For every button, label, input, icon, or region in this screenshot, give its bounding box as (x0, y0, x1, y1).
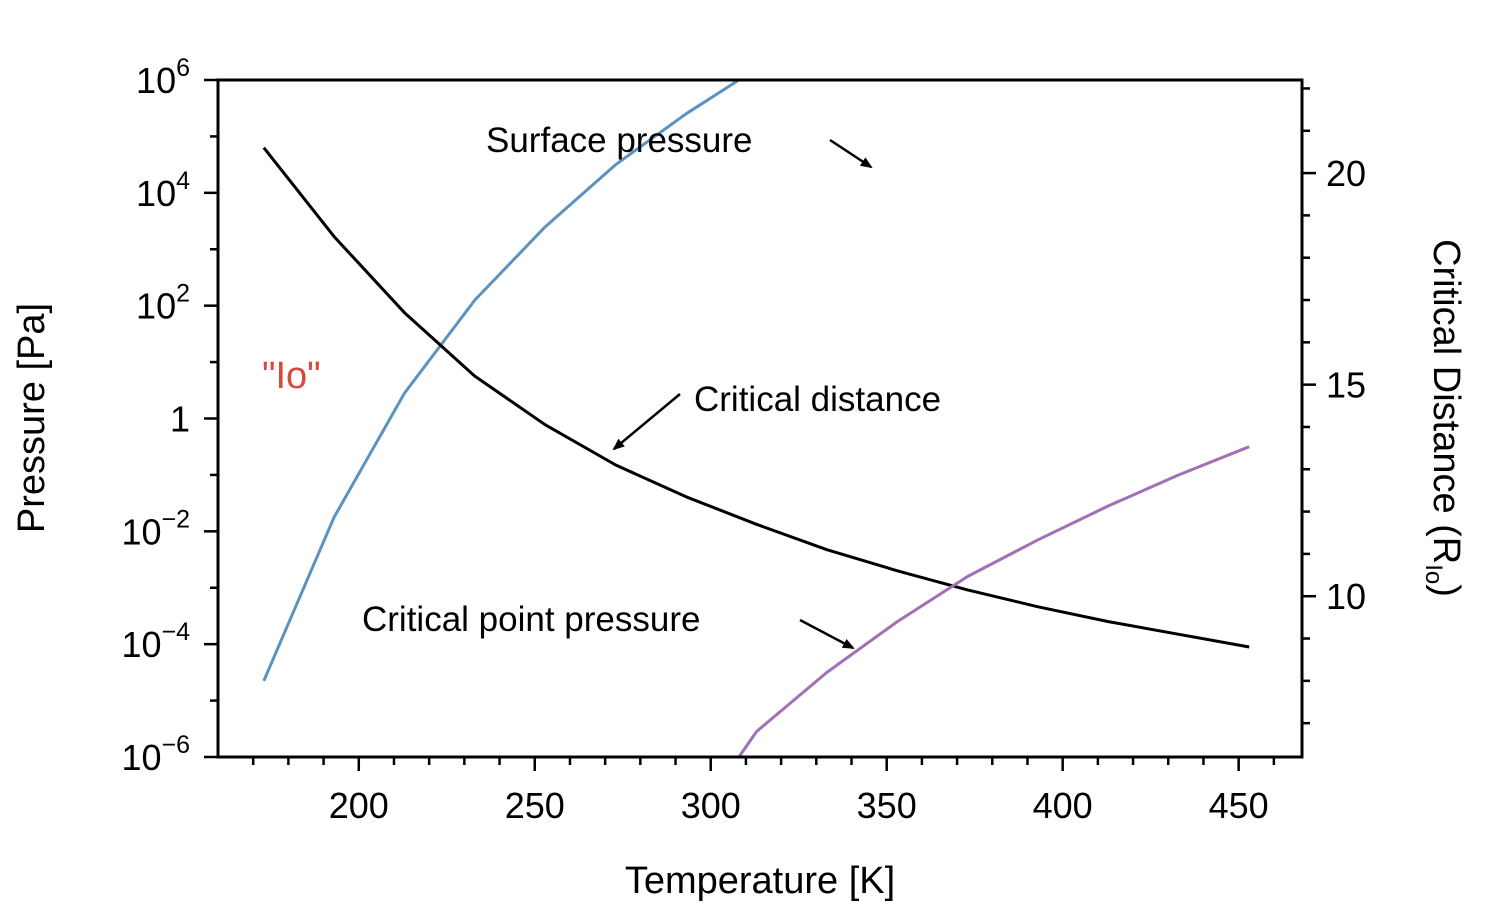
y-left-tick-base: 1 (170, 399, 190, 440)
y-left-tick-label: 1 (170, 399, 190, 440)
series-layer (262, 80, 1250, 757)
x-axis-title: Temperature [K] (625, 860, 895, 902)
y-right-tick-label: 20 (1326, 153, 1366, 194)
y-left-tick-exponent: −6 (161, 731, 190, 759)
series-line-surface-pressure (262, 80, 742, 682)
x-tick-label: 250 (505, 785, 565, 826)
x-tick-label: 200 (329, 785, 389, 826)
y-left-tick-base: 10 (136, 286, 176, 327)
y-left-tick-exponent: 4 (176, 167, 190, 195)
y-left-tick-label: 104 (136, 167, 190, 214)
y-left-tick-exponent: −4 (161, 618, 190, 646)
y-left-tick-label: 10−6 (121, 731, 190, 778)
y-left-tick-exponent: 2 (176, 280, 190, 308)
y-left-tick-base: 10 (121, 624, 161, 665)
y-left-tick-label: 10−4 (121, 618, 190, 665)
y-left-tick-base: 10 (136, 60, 176, 101)
y-left-tick-label: 10−2 (121, 505, 190, 552)
panel-label: "Io" (262, 355, 321, 397)
x-tick-label: 400 (1033, 785, 1093, 826)
x-axis: 200 250 300 350 400 450 (251, 757, 1276, 826)
y-left-tick-label: 106 (136, 54, 190, 101)
y-left-tick-base: 10 (121, 737, 161, 778)
y-left-tick-base: 10 (136, 173, 176, 214)
x-tick-label: 450 (1209, 785, 1269, 826)
y-axis-right-title-close: ) (1425, 584, 1467, 597)
annotation-critical-point-pressure: Critical point pressure (362, 600, 700, 639)
y-axis-right-title-main: Critical Distance (R (1425, 239, 1467, 564)
x-tick-label: 350 (857, 785, 917, 826)
annotation-critical-distance: Critical distance (694, 380, 941, 419)
x-tick-label: 300 (681, 785, 741, 826)
y-left-tick-exponent: 6 (176, 54, 190, 82)
annotation-surface-pressure-arrow (829, 138, 873, 169)
y-left-tick-base: 10 (121, 511, 161, 552)
series-line-critical-distance (262, 146, 1250, 649)
y-right-tick-label: 10 (1326, 576, 1366, 617)
y-right-tick-label: 15 (1326, 365, 1366, 406)
annotation-critical-distance-arrow (612, 393, 681, 451)
series-line-critical-point-pressure (737, 445, 1250, 757)
annotation-surface-pressure: Surface pressure (486, 121, 753, 160)
y-axis-left-title: Pressure [Pa] (11, 303, 53, 533)
annotation-critical-point-pressure-arrow (799, 618, 855, 650)
y-left-tick-exponent: −2 (161, 505, 190, 533)
y-axis-right: 10 15 20 (1302, 87, 1366, 725)
y-axis-right-title: Critical Distance (RIo) (1420, 239, 1467, 597)
y-left-tick-label: 102 (136, 280, 190, 327)
y-axis-right-title-sub: Io (1420, 564, 1447, 584)
